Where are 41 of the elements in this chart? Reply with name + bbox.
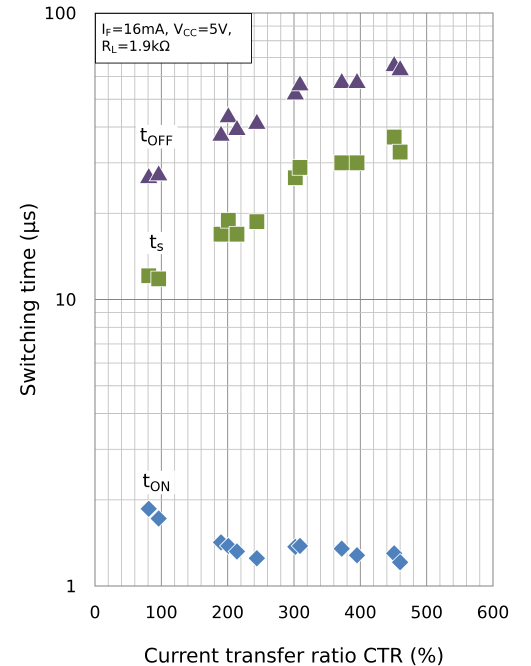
point [332,539,351,558]
point [334,154,350,172]
point [386,128,402,146]
point [220,212,237,228]
x-axis-title: Current transfer ratio CTR (%) [144,647,442,666]
x-tick-label: 200 [212,606,243,618]
point [390,59,410,76]
point [150,509,168,528]
text: I$_{F}$=16mA, V$_{CC}$=5V, R$_{L}$=1.9kΩ [102,23,231,54]
series-label: t$_{OFF}$ [140,128,172,146]
point [290,536,310,556]
y-axis-title: Switching time (µs) [20,204,40,396]
point [292,159,308,176]
series-label: t$_{ON}$ [143,474,170,492]
point [211,124,231,142]
point [227,118,247,136]
y-tick-label: 10 [56,293,76,306]
point [347,72,367,89]
x-tick-label: 500 [412,606,442,618]
point [228,226,246,242]
point [392,144,408,160]
series-label: t$_{s}$ [150,234,163,251]
point [150,270,167,288]
point [140,500,158,518]
point [290,74,310,92]
point [228,542,246,561]
y-tick-label: 100 [46,6,76,20]
point [148,164,168,182]
point [348,546,366,564]
x-tick-label: 100 [146,606,176,618]
point [212,226,230,242]
point [348,154,366,172]
point [248,549,266,568]
x-tick-label: 300 [279,606,310,618]
point [248,213,266,230]
point [390,553,410,572]
x-tick-label: 600 [478,606,508,618]
point [247,112,267,130]
x-tick-label: 0 [90,606,100,618]
y-tick-label: 1 [68,580,75,592]
x-tick-label: 400 [344,606,376,618]
